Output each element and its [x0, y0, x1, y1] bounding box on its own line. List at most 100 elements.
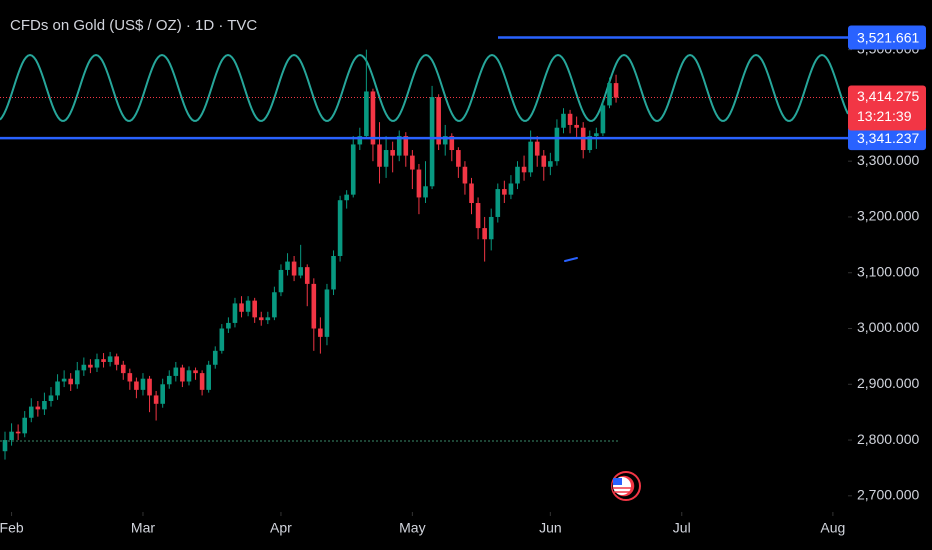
drawing-dash — [564, 257, 578, 262]
candle-body — [140, 378, 146, 390]
candle-body — [42, 401, 47, 410]
candle-body — [462, 166, 468, 184]
candle-body — [548, 161, 553, 167]
candle-body — [528, 141, 533, 173]
x-tick-label: Mar — [131, 520, 155, 536]
candle-body — [28, 406, 34, 418]
candle-body — [442, 136, 448, 145]
last-price-label: 3,414.275 — [857, 88, 919, 104]
candle-body — [101, 359, 106, 362]
candle-body — [298, 267, 303, 276]
candle-body — [436, 97, 441, 145]
candle-body — [324, 289, 330, 337]
candle-body — [357, 136, 363, 145]
candle-body — [166, 375, 172, 385]
candle-body — [488, 216, 494, 240]
candle-body — [594, 133, 599, 137]
candle-body — [469, 183, 474, 204]
candle-body — [337, 200, 343, 256]
candle-body — [587, 136, 593, 151]
candle-body — [206, 364, 211, 390]
y-tick-label: 3,000.000 — [857, 319, 919, 335]
candle-body — [48, 395, 54, 402]
candle-body — [239, 303, 244, 312]
chart-title: CFDs on Gold (US$ / OZ) · 1D · TVC — [10, 17, 257, 34]
candle-body — [147, 378, 152, 396]
candle-body — [134, 381, 139, 390]
candle-body — [199, 373, 205, 390]
candle-body — [475, 203, 481, 229]
x-tick-label: Jun — [539, 520, 562, 536]
candle-body — [2, 440, 8, 452]
candle-body — [350, 144, 356, 195]
candle-body — [22, 417, 28, 434]
candle-body — [449, 136, 455, 151]
candle-body — [173, 367, 179, 376]
y-tick-label: 3,200.000 — [857, 208, 919, 224]
x-tick-label: May — [399, 520, 425, 536]
price-label-box — [848, 25, 926, 50]
candle-body — [495, 189, 501, 217]
candle-body — [212, 350, 218, 365]
candle-body — [482, 228, 487, 240]
candle-body — [88, 364, 93, 368]
candle-body — [331, 256, 336, 290]
candle-body — [429, 97, 435, 187]
wave-indicator — [0, 53, 849, 122]
candle-body — [226, 322, 231, 329]
candle-body — [291, 261, 297, 276]
y-tick-label: 2,700.000 — [857, 487, 919, 503]
candle-body — [370, 91, 376, 145]
price-label: 3,341.237 — [857, 130, 919, 146]
candle-body — [502, 189, 507, 195]
candle-body — [534, 141, 540, 156]
candle-body — [127, 373, 133, 382]
candle-body — [390, 150, 395, 156]
candle-body — [265, 317, 271, 321]
candle-body — [600, 105, 606, 134]
candle-body — [35, 406, 41, 410]
y-tick-label: 2,800.000 — [857, 431, 919, 447]
countdown-label: 13:21:39 — [857, 108, 912, 124]
event-icon — [611, 471, 641, 501]
candle-body — [377, 144, 382, 167]
candle-body — [278, 269, 284, 293]
x-tick-label: Apr — [270, 520, 292, 536]
candle-body — [515, 166, 520, 184]
candle-body — [68, 378, 73, 385]
candle-body — [318, 328, 323, 337]
price-label: 3,521.661 — [857, 29, 919, 45]
candle-body — [456, 150, 461, 167]
candle-body — [574, 124, 579, 128]
plot-area — [0, 49, 849, 460]
x-tick-label: Feb — [0, 520, 24, 536]
candle-body — [541, 155, 547, 167]
x-tick-label: Jul — [673, 520, 691, 536]
candle-body — [94, 359, 100, 368]
candle-body — [219, 328, 225, 351]
candle-body — [508, 183, 514, 195]
y-tick-label: 3,600.000 — [857, 0, 919, 1]
y-tick-label: 2,900.000 — [857, 375, 919, 391]
candle-body — [252, 300, 257, 318]
candle-body — [423, 186, 428, 198]
candle-body — [180, 367, 185, 382]
candle-body — [9, 431, 14, 441]
candle-body — [160, 384, 165, 404]
y-tick-label: 3,100.000 — [857, 263, 919, 279]
candle-body — [285, 261, 290, 270]
candle-body — [81, 364, 87, 371]
candle-body — [120, 364, 126, 374]
candle-body — [186, 370, 192, 382]
candle-body — [272, 292, 277, 318]
candle-body — [567, 113, 573, 125]
price-label-box — [848, 126, 926, 151]
candle-body — [55, 381, 60, 396]
candle-body — [344, 194, 349, 201]
candle-body — [613, 83, 619, 98]
candle-body — [311, 283, 317, 329]
y-tick-label: 3,300.000 — [857, 152, 919, 168]
candle-body — [193, 370, 198, 374]
